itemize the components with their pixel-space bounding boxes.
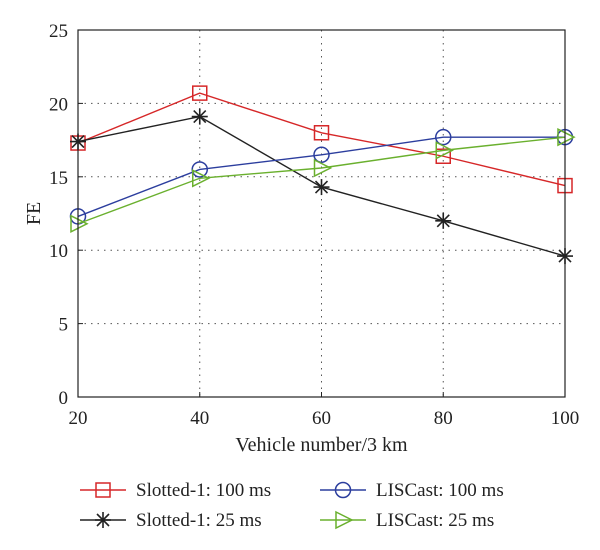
series-line [77,136,565,218]
legend-label: LISCast: 25 ms [376,510,494,531]
series-3 [69,128,574,225]
x-tick-label: 100 [551,408,580,429]
triangle-marker [435,141,454,160]
triangle-marker [557,127,576,147]
square-marker [95,482,111,498]
legend-item: Slotted-1: 25 ms [80,510,262,531]
legend-label: Slotted-1: 100 ms [136,480,271,501]
legend-label: LISCast: 100 ms [376,480,504,501]
x-tick-label: 60 [312,408,331,429]
y-tick-label: 25 [49,21,68,42]
series-group [69,85,576,265]
triangle-marker [313,158,333,178]
y-tick-label: 5 [59,315,69,336]
triangle-marker [335,510,354,530]
star-stroke [314,180,329,194]
square-marker [192,85,208,101]
star-marker [95,512,111,528]
circle-marker [334,481,352,499]
star-stroke [436,214,450,228]
tick-labels: 20 40 60 80 100 0 5 10 15 20 25 [49,21,579,429]
star-marker [191,108,208,125]
series-line [77,136,566,225]
y-axis-title: FE [23,202,45,225]
y-tick-label: 0 [59,388,69,409]
y-tick-label: 10 [49,241,68,262]
series-line [77,92,566,187]
legend: Slotted-1: 100 ms Slotted-1: 25 ms LISCast… [80,480,504,531]
star-stroke [193,110,207,124]
square-marker [313,125,330,141]
legend-item: LISCast: 25 ms [320,510,494,531]
series-4 [70,127,576,233]
circle-marker [435,128,452,146]
legend-item: LISCast: 100 ms [320,480,504,501]
y-tick-label: 20 [49,94,68,115]
triangle-marker [70,214,89,233]
circle-marker [313,146,330,164]
star-marker [313,179,330,196]
legend-label: Slotted-1: 25 ms [136,510,262,531]
series-1 [70,85,573,194]
x-tick-label: 40 [190,408,209,429]
x-tick-label: 80 [434,408,453,429]
y-tick-label: 15 [49,168,68,189]
triangle-marker [192,169,211,188]
series-2 [70,108,573,265]
star-marker [435,212,452,229]
legend-item: Slotted-1: 100 ms [80,480,271,501]
x-axis-title: Vehicle number/3 km [235,434,408,456]
grid-lines [78,30,565,397]
star-stroke [96,513,110,527]
x-tick-label: 20 [69,408,88,429]
